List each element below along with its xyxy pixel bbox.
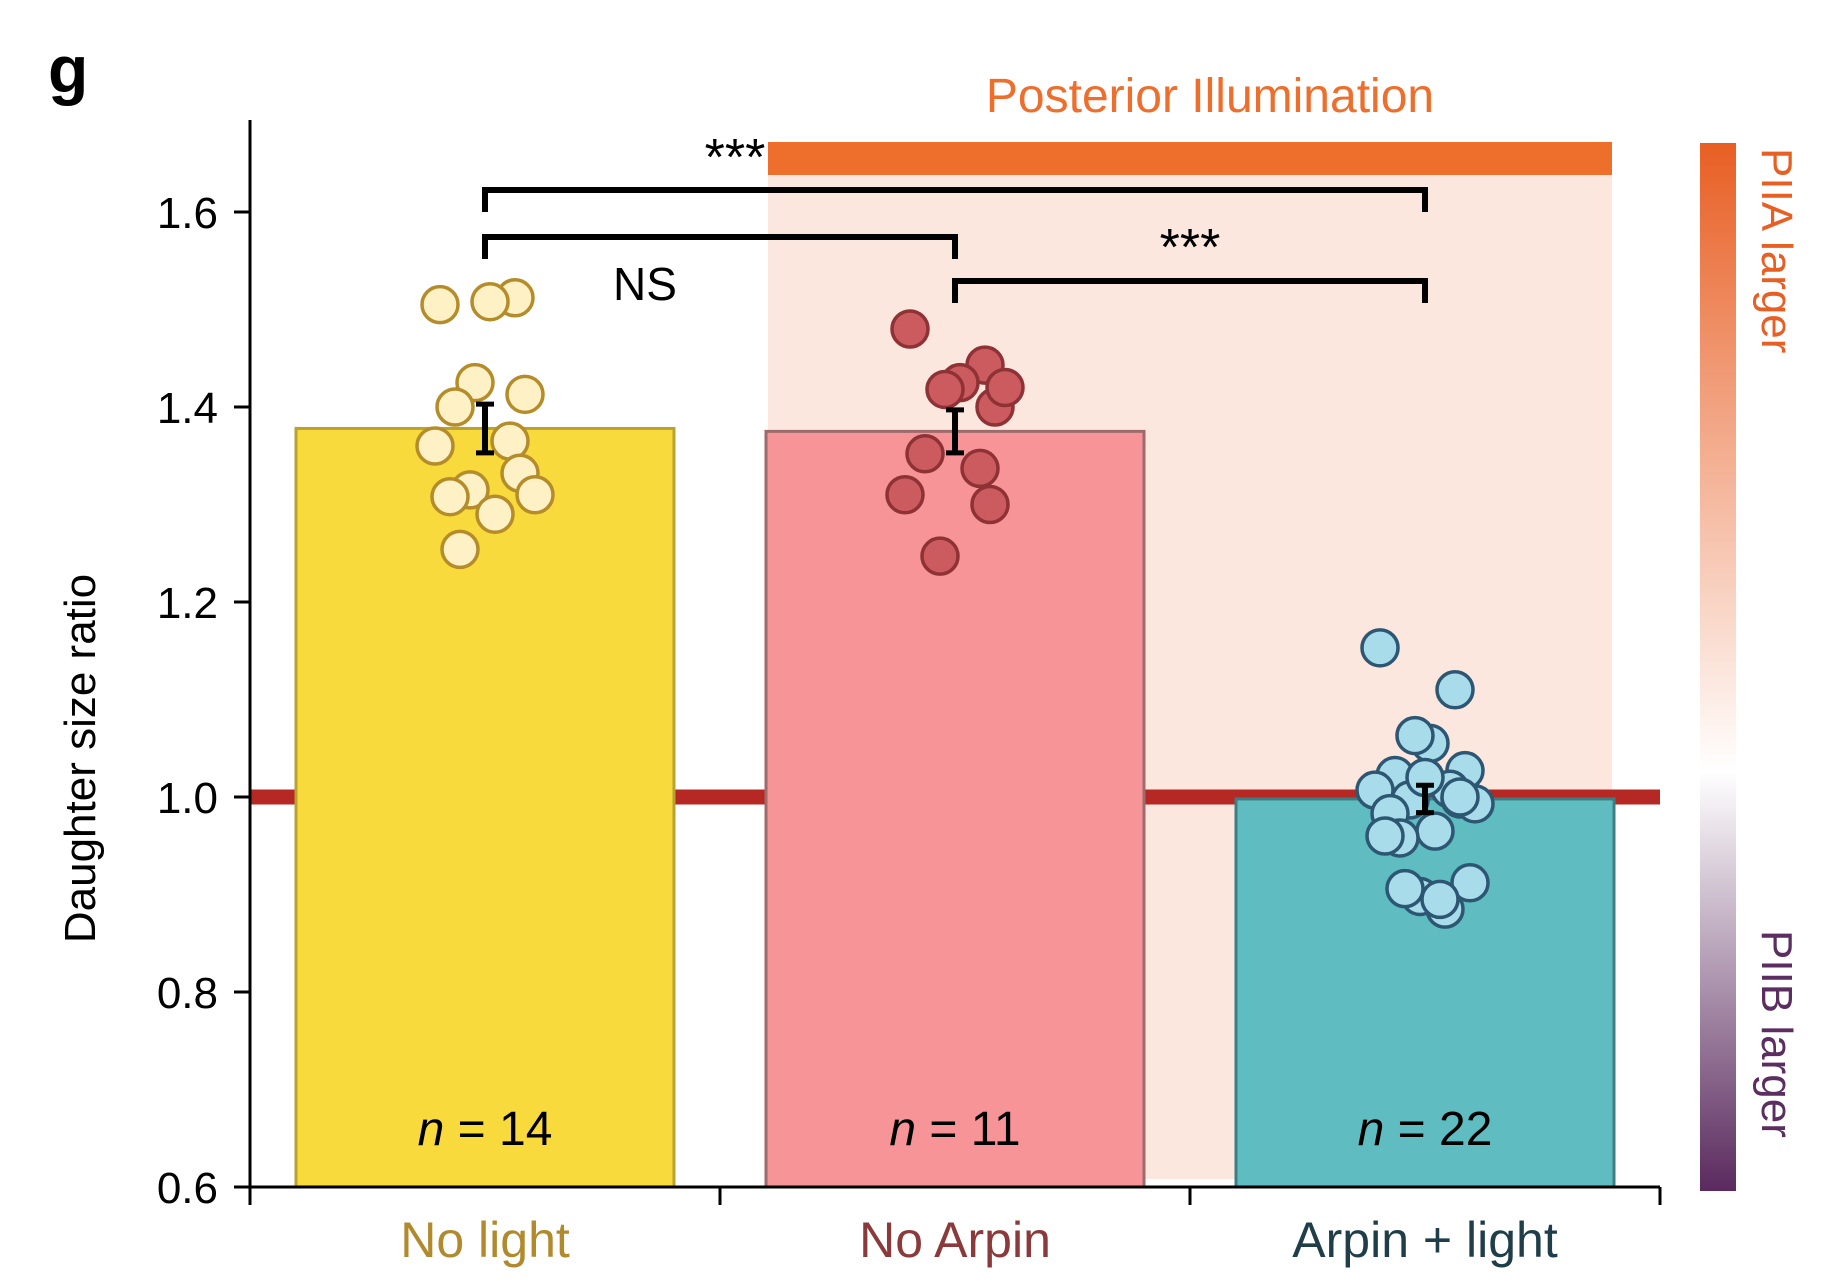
data-point	[1360, 628, 1400, 668]
x-tick-label: Arpin + light	[1292, 1212, 1558, 1268]
data-point	[515, 475, 555, 515]
data-point	[420, 284, 460, 325]
data-point	[1415, 811, 1455, 851]
data-point	[1440, 777, 1480, 817]
significance-bracket	[952, 278, 1428, 303]
data-point	[440, 529, 480, 570]
data-point	[1435, 670, 1475, 710]
y-tick-label: 0.8	[157, 969, 218, 1018]
y-tick-label: 1.0	[157, 774, 218, 823]
significance-label: ***	[705, 129, 766, 187]
significance-bracket	[482, 234, 958, 259]
illumination-label: Posterior Illumination	[986, 70, 1434, 123]
significance-label: NS	[613, 258, 677, 310]
y-tick-label: 0.6	[157, 1164, 218, 1213]
data-point	[1365, 816, 1405, 856]
y-tick-label: 1.2	[157, 579, 218, 628]
data-point	[1395, 715, 1435, 756]
data-point	[905, 434, 945, 474]
colorbar-top-label: PIIA larger	[1752, 148, 1801, 353]
data-point	[415, 426, 455, 466]
panel-label: g	[48, 32, 88, 106]
y-tick-label: 1.6	[157, 189, 218, 238]
data-point	[960, 448, 1000, 489]
data-point	[430, 476, 470, 517]
data-point	[475, 494, 515, 534]
colorbar-bottom-label: PIIB larger	[1752, 930, 1801, 1138]
data-point	[1385, 868, 1425, 909]
data-point	[505, 374, 545, 415]
data-point	[1450, 863, 1490, 903]
sample-size-label: n = 22	[1358, 1103, 1493, 1156]
bar-0	[294, 426, 676, 1189]
data-point	[890, 309, 930, 349]
data-point	[470, 281, 510, 322]
illumination-bar	[768, 142, 1612, 175]
sample-size-label: n = 11	[889, 1103, 1020, 1156]
colorbar	[1700, 143, 1736, 1191]
sample-size-label: n = 14	[418, 1103, 553, 1156]
data-point	[885, 475, 925, 515]
data-point	[920, 536, 960, 576]
data-point	[1420, 879, 1460, 920]
data-point	[970, 484, 1010, 525]
y-axis-label: Daughter size ratio	[56, 574, 105, 943]
y-tick-label: 1.4	[157, 384, 218, 433]
x-tick-label: No Arpin	[859, 1212, 1051, 1268]
significance-bracket	[482, 187, 1428, 212]
data-point	[925, 369, 965, 410]
data-point	[985, 367, 1025, 408]
significance-label: ***	[1160, 219, 1221, 277]
x-tick-label: No light	[400, 1212, 570, 1268]
data-point	[435, 387, 475, 427]
